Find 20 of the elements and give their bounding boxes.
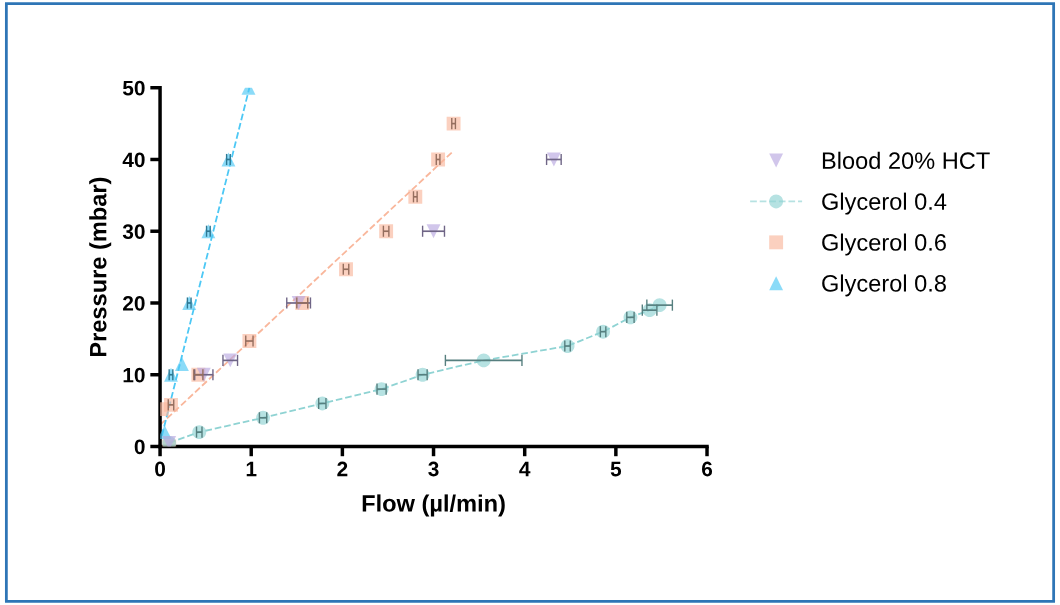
x-tick-label: 3 [428,461,439,477]
x-tick-label: 2 [337,461,348,477]
x-tick-label: 6 [701,461,713,477]
x-tick-label: 4 [519,461,531,477]
x-tick-label: 1 [246,461,257,477]
x-axis-title: Flow (µl/min) [362,494,505,517]
legend-label: Glycerol 0.4 [822,192,947,215]
y-tick-label: 20 [123,295,145,311]
y-tick-label: 0 [134,439,145,455]
y-tick-label: 10 [123,367,145,383]
y-tick-label: 50 [122,80,145,96]
legend-label: Glycerol 0.8 [822,274,946,297]
y-tick-label: 40 [122,152,145,168]
y-tick-label: 30 [122,224,145,240]
point [174,357,189,371]
legend-label: Glycerol 0.6 [822,233,946,256]
x-tick-label: 0 [155,461,165,477]
x-tick-label: 5 [610,461,622,477]
y-axis-title: Pressure (mbar) [89,177,112,357]
legend-label: Blood 20% HCT [822,151,990,170]
